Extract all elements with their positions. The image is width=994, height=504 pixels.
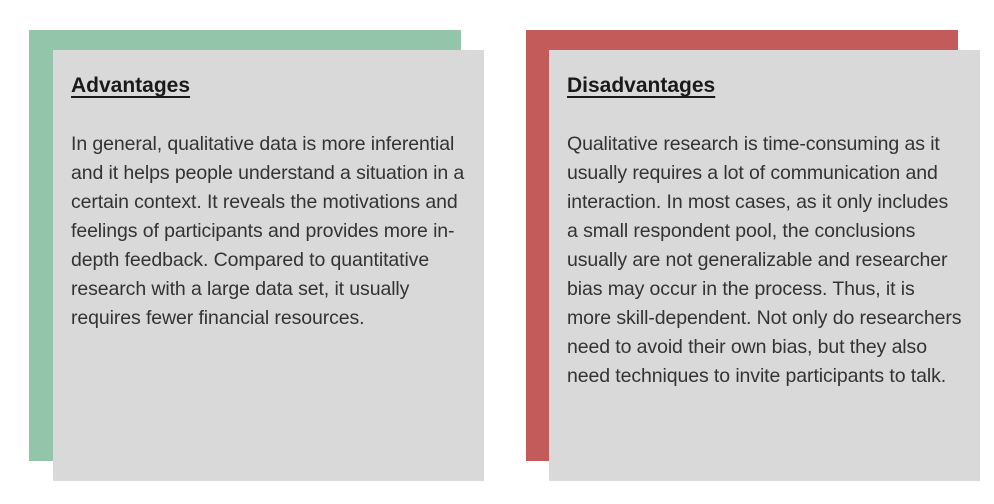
advantages-card: Advantages In general, qualitative data … (53, 50, 484, 481)
advantages-body: In general, qualitative data is more inf… (71, 133, 465, 329)
disadvantages-card: Disadvantages Qualitative research is ti… (549, 50, 980, 481)
disadvantages-body: Qualitative research is time-consuming a… (567, 133, 962, 387)
advantages-title: Advantages (71, 74, 191, 97)
disadvantages-title: Disadvantages (567, 74, 716, 97)
